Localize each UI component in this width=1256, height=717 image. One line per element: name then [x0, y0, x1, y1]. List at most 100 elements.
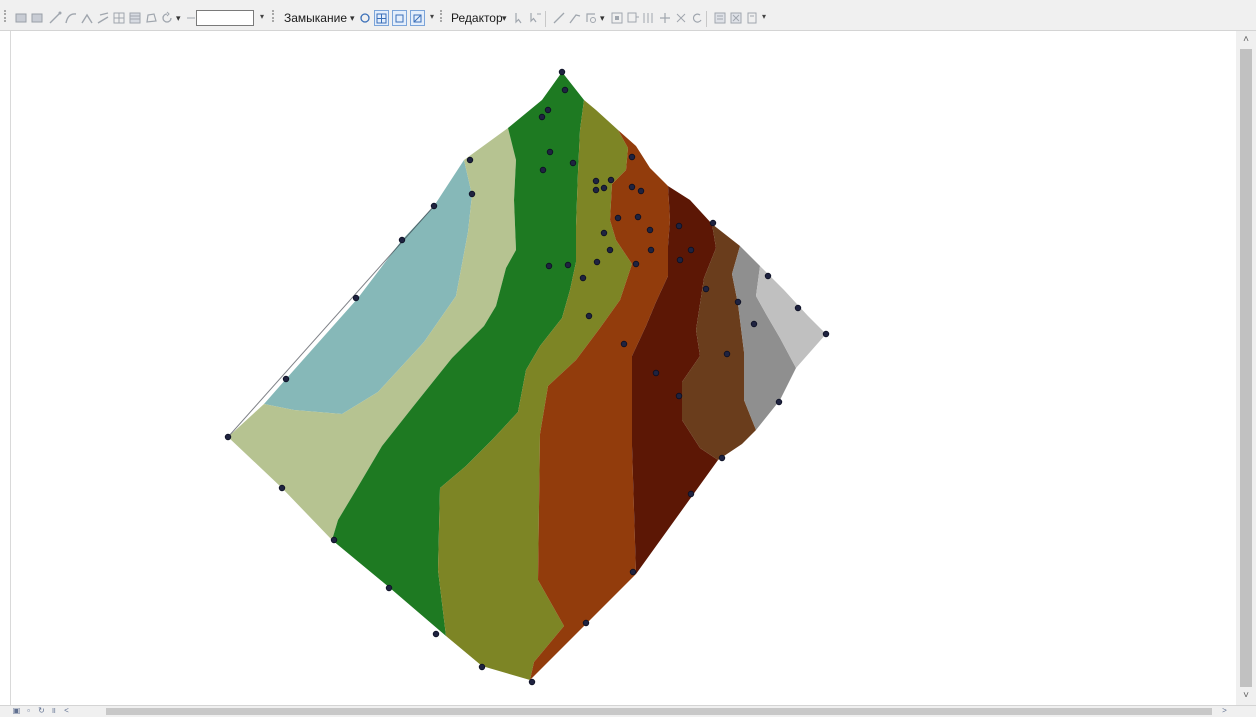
sketch-properties-icon[interactable] [713, 11, 727, 25]
refresh-icon[interactable]: ↻ [38, 706, 45, 715]
well-point[interactable] [734, 298, 742, 306]
well-point[interactable] [652, 369, 660, 377]
scroll-down-icon[interactable]: ˅ [1243, 690, 1249, 701]
well-point[interactable] [614, 214, 622, 222]
trace-icon[interactable] [568, 11, 582, 25]
vertex-snap-toggle[interactable] [392, 10, 407, 26]
toolbar-grip[interactable] [4, 10, 12, 22]
toolbar-overflow-1[interactable]: ▾ [260, 12, 265, 21]
editor-options-icon[interactable] [745, 11, 759, 25]
well-point[interactable] [675, 222, 683, 230]
well-point[interactable] [466, 156, 474, 164]
toolbar-overflow-2[interactable]: ▾ [430, 12, 435, 21]
well-point[interactable] [546, 148, 554, 156]
toolbar-overflow-3[interactable]: ▾ [762, 12, 767, 21]
well-point[interactable] [600, 229, 608, 237]
well-point[interactable] [385, 584, 393, 592]
well-point[interactable] [676, 256, 684, 264]
well-point[interactable] [398, 236, 406, 244]
toolbar-grip-snapping[interactable] [272, 10, 280, 22]
sketch-grid-icon[interactable] [112, 11, 126, 25]
scroll-left-icon[interactable]: < [64, 706, 69, 715]
scroll-up-icon[interactable]: ˄ [1243, 34, 1249, 45]
split-icon[interactable] [658, 11, 672, 25]
well-point[interactable] [544, 106, 552, 114]
well-point[interactable] [278, 484, 286, 492]
well-point[interactable] [628, 183, 636, 191]
tool-icon-13[interactable] [184, 11, 198, 25]
pause-drawing-icon[interactable]: ॥ [51, 706, 56, 715]
well-point[interactable] [582, 619, 590, 627]
well-point[interactable] [646, 226, 654, 234]
well-point[interactable] [432, 630, 440, 638]
end-snap-toggle[interactable] [374, 10, 389, 26]
sketch-line-icon[interactable] [48, 11, 62, 25]
well-point[interactable] [702, 285, 710, 293]
construction-dropdown[interactable]: ▾ [600, 13, 605, 23]
well-point[interactable] [606, 246, 614, 254]
edge-snap-toggle[interactable] [410, 10, 425, 26]
well-point[interactable] [687, 246, 695, 254]
well-point[interactable] [330, 536, 338, 544]
well-point[interactable] [539, 166, 547, 174]
well-point[interactable] [632, 260, 640, 268]
well-point[interactable] [775, 398, 783, 406]
sketch-table-icon[interactable] [128, 11, 142, 25]
sketch-polygon-icon[interactable] [144, 11, 158, 25]
well-point[interactable] [628, 153, 636, 161]
straight-segment-icon[interactable] [552, 11, 566, 25]
scroll-right-icon[interactable]: > [1222, 706, 1227, 715]
sketch-curve-icon[interactable] [64, 11, 78, 25]
well-point[interactable] [478, 663, 486, 671]
edit-annotation-icon[interactable] [528, 11, 542, 25]
editor-dropdown[interactable]: ▾ [502, 13, 507, 23]
construction-tools-icon[interactable] [584, 11, 598, 25]
well-point[interactable] [629, 568, 637, 576]
well-point[interactable] [538, 113, 546, 121]
sketch-bezier-icon[interactable] [96, 11, 110, 25]
well-point[interactable] [528, 678, 536, 686]
rotate-icon[interactable] [674, 11, 688, 25]
sketch-rotate-icon[interactable] [160, 11, 174, 25]
well-point[interactable] [634, 213, 642, 221]
well-point[interactable] [585, 312, 593, 320]
toolbar-grip-editor[interactable] [440, 10, 448, 22]
well-point[interactable] [352, 294, 360, 302]
tool-icon-2[interactable] [30, 11, 44, 25]
well-point[interactable] [468, 190, 476, 198]
well-point[interactable] [592, 186, 600, 194]
well-point[interactable] [561, 86, 569, 94]
well-point[interactable] [593, 258, 601, 266]
well-point[interactable] [282, 375, 290, 383]
well-point[interactable] [687, 490, 695, 498]
well-point[interactable] [569, 159, 577, 167]
reshape-icon[interactable] [626, 11, 640, 25]
sketch-tools-dropdown[interactable]: ▾ [176, 13, 181, 23]
well-point[interactable] [430, 202, 438, 210]
well-point[interactable] [764, 272, 772, 280]
well-point[interactable] [224, 433, 232, 441]
well-point[interactable] [723, 350, 731, 358]
well-point[interactable] [564, 261, 572, 269]
edit-vertices-icon[interactable] [610, 11, 624, 25]
well-point[interactable] [647, 246, 655, 254]
well-point[interactable] [545, 262, 553, 270]
tool-icon-1[interactable] [14, 11, 28, 25]
well-point[interactable] [709, 219, 717, 227]
layout-view-icon[interactable]: ▫ [27, 706, 30, 715]
well-point[interactable] [607, 176, 615, 184]
well-point[interactable] [600, 184, 608, 192]
well-point[interactable] [637, 187, 645, 195]
cut-polygons-icon[interactable] [642, 11, 656, 25]
editor-menu[interactable]: Редактор [451, 11, 503, 25]
well-point[interactable] [592, 177, 600, 185]
attributes-icon[interactable] [690, 11, 704, 25]
well-point[interactable] [750, 320, 758, 328]
vertical-scrollbar[interactable]: ˄ ˅ [1236, 31, 1256, 705]
horizontal-scroll-thumb[interactable] [106, 708, 1212, 715]
create-features-icon[interactable] [729, 11, 743, 25]
well-point[interactable] [675, 392, 683, 400]
snapping-dropdown[interactable]: ▾ [350, 13, 355, 23]
sketch-arc-icon[interactable] [80, 11, 94, 25]
edit-tool-icon[interactable] [512, 11, 526, 25]
